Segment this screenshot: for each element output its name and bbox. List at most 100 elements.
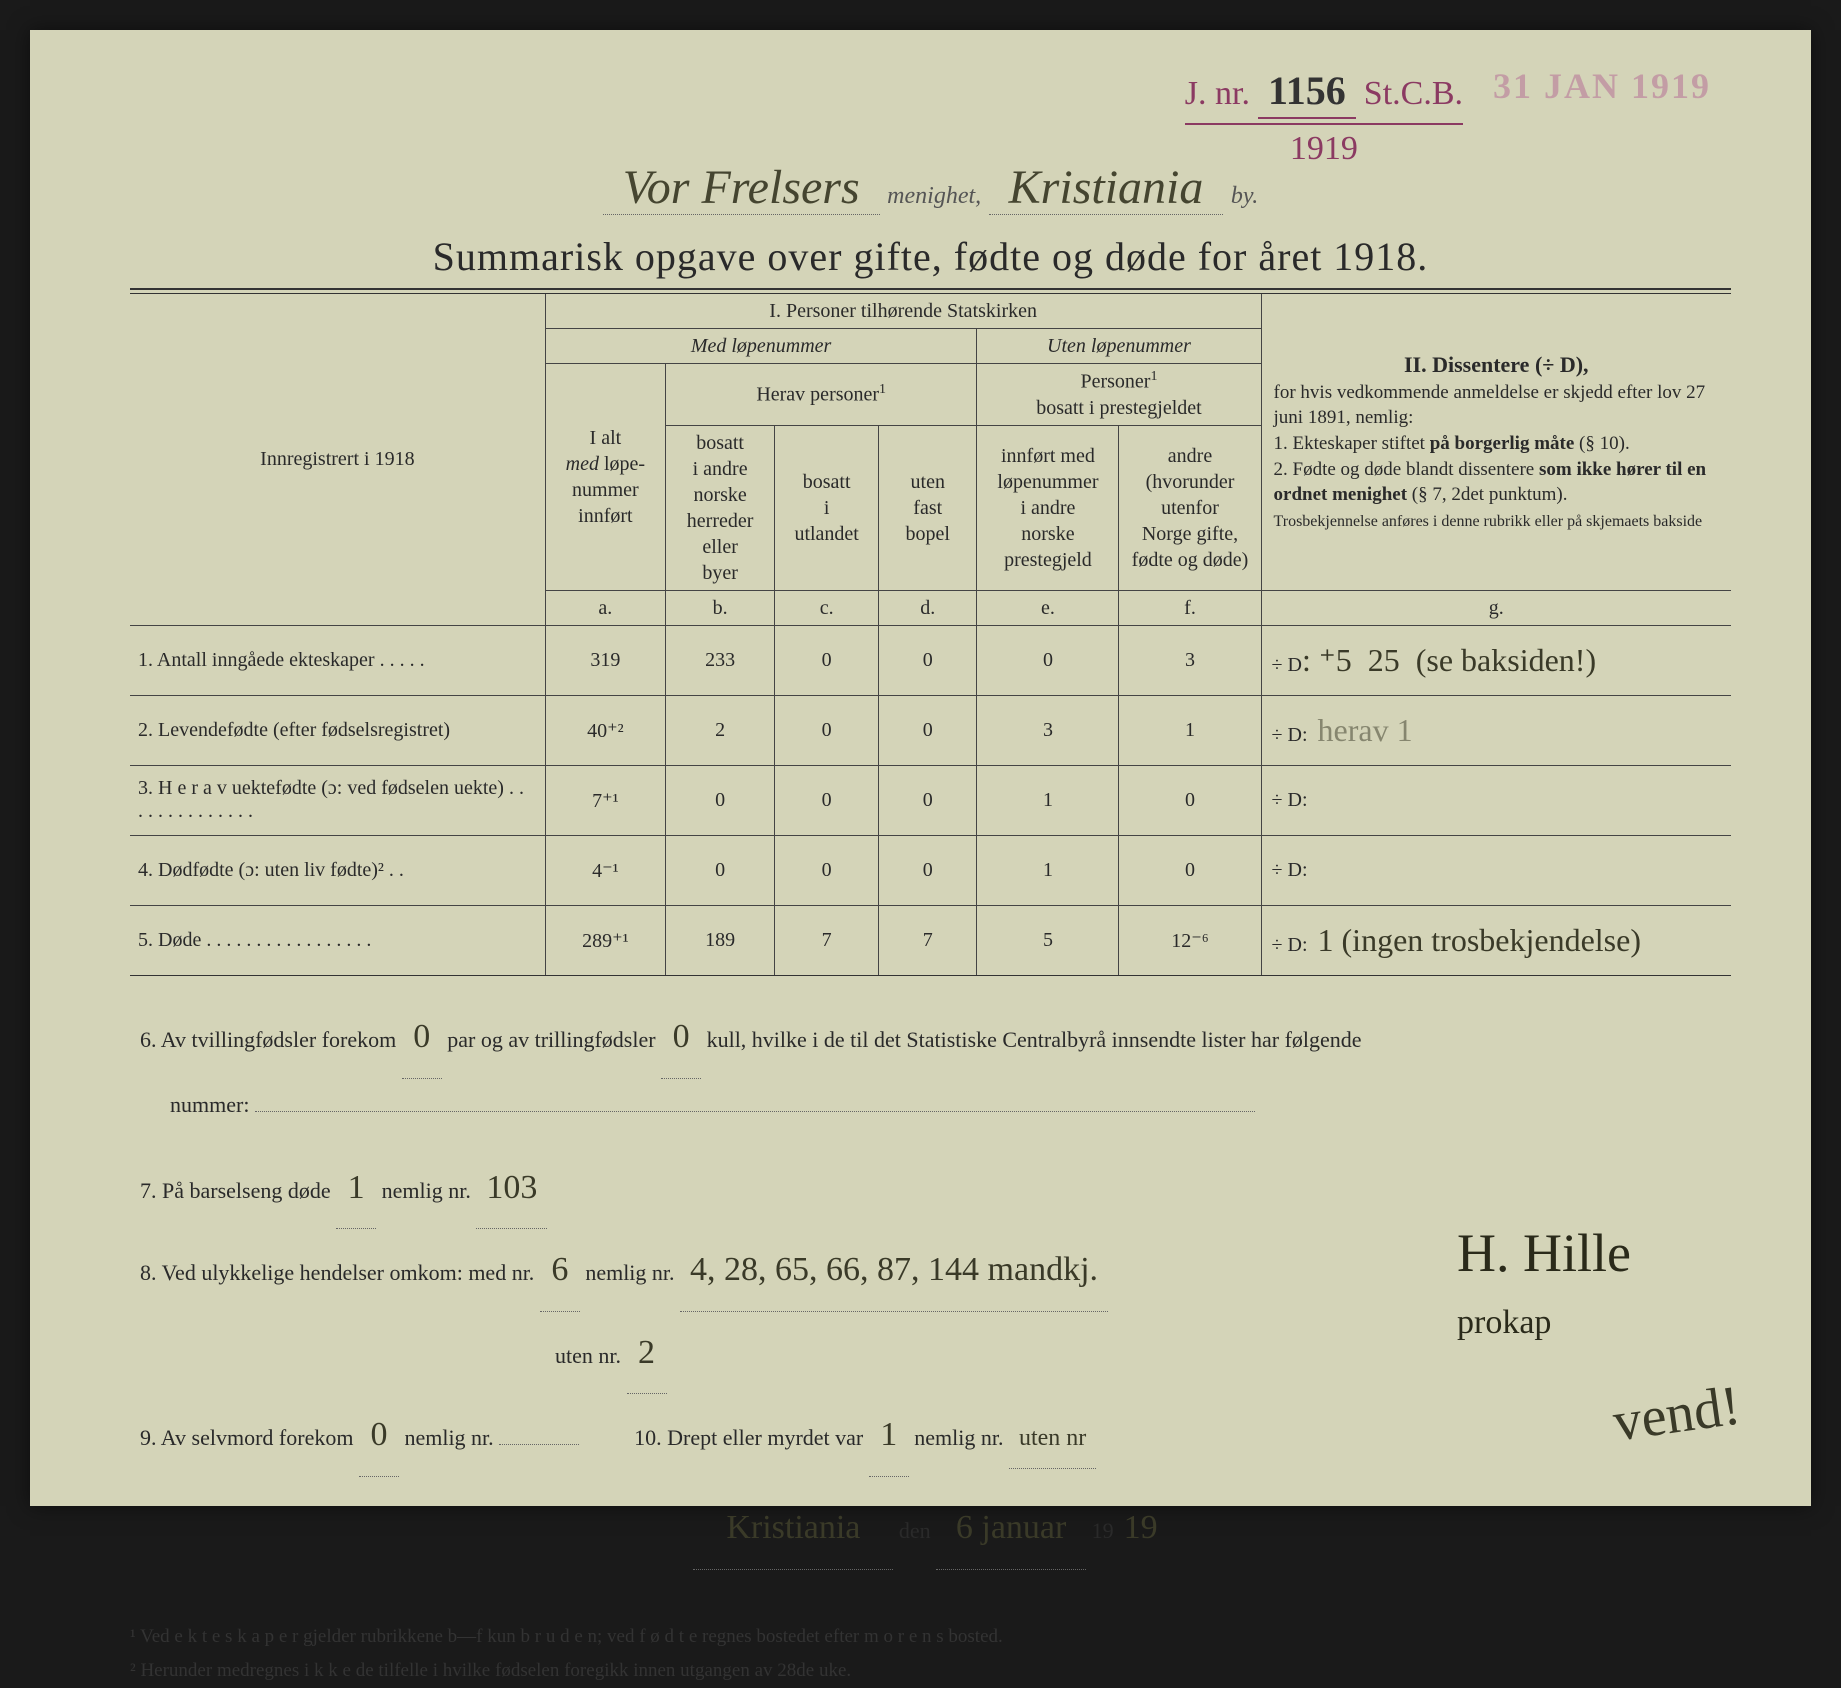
table-row: 1. Antall inngåede ekteskaper . . . . . … <box>130 625 1731 695</box>
parish-name: Vor Frelsers <box>603 161 880 215</box>
suicide-count: 0 <box>359 1394 399 1477</box>
cell-a: 289⁺¹ <box>545 905 665 975</box>
med-lope-header: Med løpenummer <box>545 329 977 364</box>
cell-e: 1 <box>977 835 1119 905</box>
jnr-prefix: J. nr. <box>1185 72 1250 116</box>
footnote-1: ¹ Ved e k t e s k a p e r gjelder rubrik… <box>130 1620 1731 1654</box>
col-letter-a: a. <box>545 590 665 625</box>
cell-e: 0 <box>977 625 1119 695</box>
sig-place: Kristiania <box>693 1487 893 1570</box>
col-letter-c: c. <box>775 590 879 625</box>
cell-f: 0 <box>1119 835 1261 905</box>
line-7: 7. På barselseng døde 1 nemlig nr. 103 <box>140 1147 1721 1230</box>
childbed-nr: 103 <box>476 1147 547 1230</box>
col-b-header: bosatti andrenorskeherrederellerbyer <box>665 425 774 590</box>
sig-date: 6 januar <box>936 1487 1086 1570</box>
col-f-header: andre(hvorunderutenforNorge gifte,fødte … <box>1119 425 1261 590</box>
table-bottom-rule <box>130 975 1731 976</box>
parish-label: menighet, <box>887 183 981 209</box>
cell-diss: ÷ D: <box>1261 835 1731 905</box>
col-a-header: I alt med løpe-nummerinnført <box>545 364 665 591</box>
cell-c: 7 <box>775 905 879 975</box>
jnr-suffix: St.C.B. <box>1364 72 1463 116</box>
col-letter-b: b. <box>665 590 774 625</box>
cell-a: 4⁻¹ <box>545 835 665 905</box>
childbed-count: 1 <box>336 1147 376 1230</box>
cell-b: 189 <box>665 905 774 975</box>
cell-e: 5 <box>977 905 1119 975</box>
cell-a: 7⁺¹ <box>545 765 665 835</box>
signature-line: Kristiania den 6 januar 1919 <box>140 1487 1721 1570</box>
col-e-header: innført medløpenummeri andrenorskepreste… <box>977 425 1119 590</box>
cell-b: 0 <box>665 835 774 905</box>
col-d-header: utenfastbopel <box>879 425 977 590</box>
cell-d: 7 <box>879 905 977 975</box>
col-letter-f: f. <box>1119 590 1261 625</box>
murdered-count: 1 <box>869 1394 909 1477</box>
accident-list: 4, 28, 65, 66, 87, 144 mandkj. <box>680 1229 1108 1312</box>
main-table: Innregistrert i 1918 I. Personer tilhøre… <box>130 294 1731 975</box>
line-6b: nummer: <box>140 1079 1721 1132</box>
cell-d: 0 <box>879 695 977 765</box>
cell-d: 0 <box>879 835 977 905</box>
triplets-count: 0 <box>661 996 701 1079</box>
cell-e: 3 <box>977 695 1119 765</box>
cell-diss: ÷ D: ⁺5 25 (se baksiden!) <box>1261 625 1731 695</box>
footnote-2: ² Herunder medregnes i k k e de tilfelle… <box>130 1654 1731 1688</box>
section-2-title: II. Dissentere (÷ D), <box>1274 350 1719 380</box>
row-label: 2. Levendefødte (efter fødselsregistret) <box>130 695 545 765</box>
cell-a: 40⁺² <box>545 695 665 765</box>
cell-c: 0 <box>775 695 879 765</box>
murdered-note: uten nr <box>1009 1410 1096 1469</box>
cell-c: 0 <box>775 625 879 695</box>
cell-f: 12⁻⁶ <box>1119 905 1261 975</box>
herav-header: Herav personer1 <box>665 364 976 426</box>
received-date-stamp: 31 JAN 1919 <box>1493 65 1711 107</box>
footnotes: ¹ Ved e k t e s k a p e r gjelder rubrik… <box>130 1620 1731 1688</box>
sig-year: 19 <box>1114 1487 1168 1569</box>
table-row: 5. Døde . . . . . . . . . . . . . . . . … <box>130 905 1731 975</box>
stamp-area: J. nr. 1156 St.C.B. 1919 31 JAN 1919 <box>1185 65 1711 171</box>
cell-diss: ÷ D: 1 (ingen trosbekjendelse) <box>1261 905 1731 975</box>
uten-sub-header: Personer1bosatt i prestegjeldet <box>977 364 1261 426</box>
cell-f: 3 <box>1119 625 1261 695</box>
cell-c: 0 <box>775 835 879 905</box>
col-letter-g: g. <box>1261 590 1731 625</box>
accident-med: 6 <box>540 1229 580 1312</box>
table-row: 4. Dødfødte (ɔ: uten liv fødte)² . . 4⁻¹… <box>130 835 1731 905</box>
accident-uten: 2 <box>627 1312 667 1395</box>
cell-diss: ÷ D: <box>1261 765 1731 835</box>
row-label: 3. H e r a v uektefødte (ɔ: ved fødselen… <box>130 765 545 835</box>
uten-lope-header: Uten løpenummer <box>977 329 1261 364</box>
cell-diss: ÷ D: herav 1 <box>1261 695 1731 765</box>
col-c-header: bosattiutlandet <box>775 425 879 590</box>
cell-c: 0 <box>775 765 879 835</box>
jnr-year: 1919 <box>1185 123 1463 171</box>
cell-e: 1 <box>977 765 1119 835</box>
cell-d: 0 <box>879 625 977 695</box>
document-title: Summarisk opgave over gifte, fødte og dø… <box>130 233 1731 280</box>
table-row: 3. H e r a v uektefødte (ɔ: ved fødselen… <box>130 765 1731 835</box>
twins-count: 0 <box>402 996 442 1079</box>
signature: H. Hille prokap <box>1457 1222 1631 1346</box>
cell-b: 0 <box>665 765 774 835</box>
document-page: J. nr. 1156 St.C.B. 1919 31 JAN 1919 Vor… <box>30 30 1811 1506</box>
table-body: 1. Antall inngåede ekteskaper . . . . . … <box>130 625 1731 975</box>
line-9-10: 9. Av selvmord forekom 0 nemlig nr. 10. … <box>140 1394 1721 1477</box>
row-label: 5. Døde . . . . . . . . . . . . . . . . … <box>130 905 545 975</box>
reg-label: Innregistrert i 1918 <box>130 294 545 625</box>
cell-f: 0 <box>1119 765 1261 835</box>
dissenter-header: II. Dissentere (÷ D), for hvis vedkommen… <box>1261 294 1731 590</box>
cell-d: 0 <box>879 765 977 835</box>
cell-b: 233 <box>665 625 774 695</box>
section-1-header: I. Personer tilhørende Statskirken <box>545 294 1261 329</box>
row-label: 1. Antall inngåede ekteskaper . . . . . <box>130 625 545 695</box>
col-letter-e: e. <box>977 590 1119 625</box>
cell-f: 1 <box>1119 695 1261 765</box>
journal-number-stamp: J. nr. 1156 St.C.B. 1919 <box>1185 65 1463 171</box>
cell-b: 2 <box>665 695 774 765</box>
cell-a: 319 <box>545 625 665 695</box>
row-label: 4. Dødfødte (ɔ: uten liv fødte)² . . <box>130 835 545 905</box>
table-row: 2. Levendefødte (efter fødselsregistret)… <box>130 695 1731 765</box>
jnr-number: 1156 <box>1258 65 1356 119</box>
